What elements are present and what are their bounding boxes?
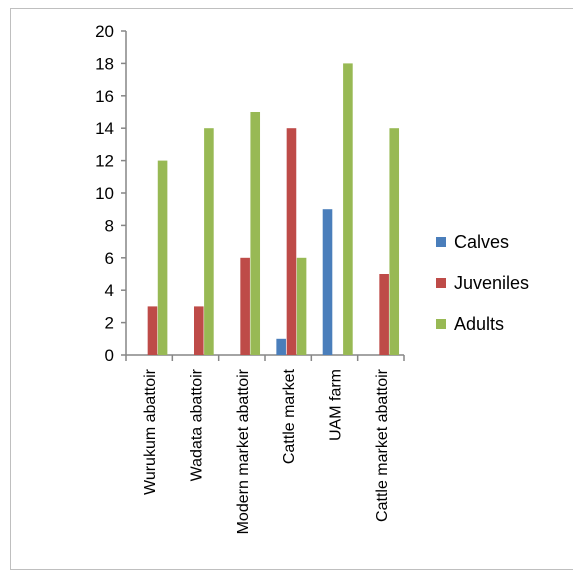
legend-swatch-calves (436, 237, 446, 247)
legend-label-adults: Adults (454, 314, 504, 334)
y-tick-label-2: 4 (105, 281, 114, 300)
legend-label-calves: Calves (454, 232, 509, 252)
bar-adults-0 (157, 160, 168, 355)
legend-swatch-adults (436, 319, 446, 329)
x-category-label-0: Wurukum abattoir (142, 368, 159, 495)
y-tick-label-5: 10 (95, 184, 114, 203)
bar-juveniles-0 (147, 306, 158, 355)
bar-juveniles-1 (194, 306, 204, 355)
bar-chart: 0 2 4 6 8 10 12 14 16 18 20 Wurukum abattoir Wadata … (95, 22, 529, 534)
y-tick-label-4: 8 (105, 216, 114, 235)
y-tick-label-8: 16 (95, 87, 114, 106)
bar-juveniles-2 (240, 257, 250, 355)
y-tick-label-10: 20 (95, 22, 114, 41)
y-tick-label-9: 18 (95, 54, 114, 73)
bar-adults-5 (389, 128, 400, 355)
y-tick-label-6: 12 (95, 152, 114, 171)
y-tick-label-3: 6 (105, 249, 114, 268)
legend-swatch-juveniles (436, 278, 446, 288)
bar-calves-4 (322, 209, 333, 355)
x-category-label-3: Cattle market (281, 368, 298, 464)
y-tick-label-1: 2 (105, 314, 114, 333)
x-category-label-2: Modern market abattoir (235, 368, 252, 534)
bar-adults-1 (204, 128, 214, 355)
bar-adults-2 (250, 112, 261, 355)
x-category-label-1: Wadata abattoir (189, 368, 206, 481)
x-category-label-4: UAM farm (328, 369, 345, 441)
legend-label-juveniles: Juveniles (454, 273, 529, 293)
bar-juveniles-3 (286, 128, 297, 355)
x-category-label-5: Cattle market abattoir (374, 368, 391, 522)
bar-juveniles-5 (379, 274, 389, 355)
y-tick-label-7: 14 (95, 119, 114, 138)
y-tick-label-0: 0 (105, 346, 114, 365)
bar-adults-4 (343, 63, 353, 356)
bar-calves-3 (276, 338, 286, 355)
bar-adults-3 (296, 257, 307, 355)
